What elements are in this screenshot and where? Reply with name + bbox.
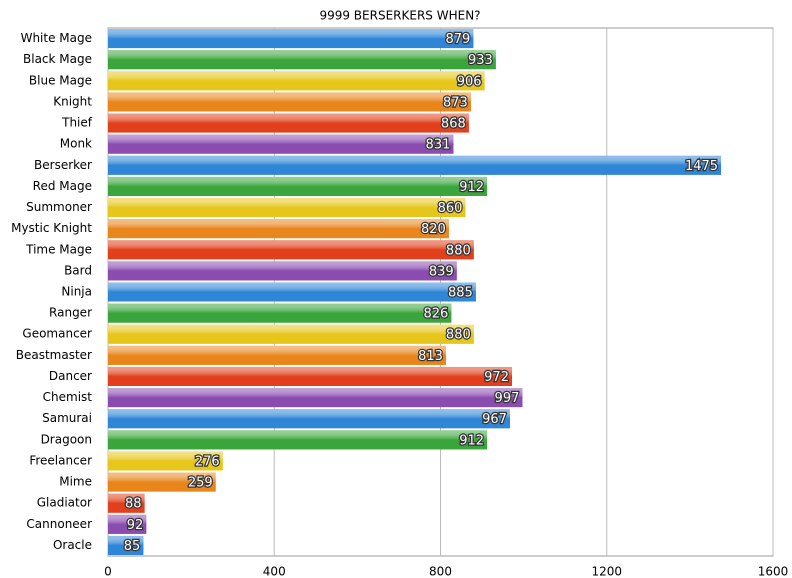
- value-label: 879: [446, 32, 471, 47]
- value-label: 997: [495, 391, 520, 406]
- value-label: 967: [482, 412, 507, 427]
- chart-title: 9999 BERSERKERS WHEN?: [319, 9, 480, 23]
- value-label: 912: [459, 433, 484, 448]
- value-label: 873: [443, 95, 468, 110]
- x-tick-label: 400: [263, 565, 286, 578]
- bar: [108, 50, 496, 69]
- bar: [108, 367, 512, 386]
- value-label: 972: [484, 370, 509, 385]
- x-tick-label: 0: [104, 565, 112, 578]
- value-label: 85: [124, 539, 141, 554]
- value-label: 813: [418, 349, 443, 364]
- bar: [108, 156, 721, 175]
- value-label: 92: [127, 518, 144, 533]
- value-label: 912: [459, 180, 484, 195]
- value-label: 906: [457, 74, 482, 89]
- y-tick-label: Beastmaster: [16, 348, 92, 362]
- value-label: 933: [468, 53, 493, 68]
- value-label: 860: [438, 201, 463, 216]
- value-label: 820: [421, 222, 446, 237]
- y-tick-label: Black Mage: [23, 52, 92, 66]
- value-label: 826: [423, 307, 448, 322]
- value-label: 831: [426, 138, 451, 153]
- x-tick-label: 1600: [758, 565, 789, 578]
- y-tick-label: Monk: [60, 137, 92, 151]
- y-tick-label: Freelancer: [29, 453, 92, 467]
- bar: [108, 346, 446, 365]
- x-tick-label: 800: [429, 565, 452, 578]
- y-tick-label: Oracle: [53, 538, 92, 552]
- page: 9999 BERSERKERS WHEN? 0 400 800 1200 1600 Whi…: [0, 0, 792, 578]
- y-tick-label: Chemist: [43, 390, 93, 404]
- value-label: 868: [441, 117, 466, 132]
- bar: [108, 282, 476, 301]
- bar: [108, 92, 471, 111]
- bar: [108, 29, 473, 48]
- y-tick-label: Mystic Knight: [11, 221, 92, 235]
- y-tick-label: Summoner: [26, 200, 92, 214]
- y-tick-label: Knight: [53, 94, 92, 108]
- y-tick-label: Ninja: [61, 285, 92, 299]
- y-tick-label: Dancer: [49, 369, 92, 383]
- bar: [108, 388, 522, 407]
- y-tick-label: Samurai: [42, 411, 92, 425]
- value-label: 259: [188, 476, 213, 491]
- value-label: 1475: [685, 159, 718, 174]
- bar: [108, 177, 487, 196]
- value-label: 88: [125, 497, 142, 512]
- bar: [108, 409, 510, 428]
- y-tick-label: Red Mage: [33, 179, 92, 193]
- y-tick-label: Mime: [59, 475, 92, 489]
- value-label: 276: [195, 454, 220, 469]
- bar: [108, 430, 487, 449]
- y-tick-label: White Mage: [21, 31, 92, 45]
- bar: [108, 135, 453, 154]
- value-label: 880: [446, 243, 471, 258]
- bar: [108, 325, 474, 344]
- y-tick-label: Time Mage: [25, 242, 92, 256]
- bar: [108, 198, 465, 217]
- y-tick-label: Cannoneer: [26, 517, 92, 531]
- value-label: 885: [448, 286, 473, 301]
- y-tick-label: Thief: [61, 116, 93, 130]
- bar: [108, 219, 449, 238]
- value-label: 839: [429, 264, 454, 279]
- y-tick-label: Blue Mage: [29, 73, 92, 87]
- bar: [108, 114, 469, 133]
- y-tick-label: Gladiator: [37, 496, 92, 510]
- value-label: 880: [446, 328, 471, 343]
- chart: 9999 BERSERKERS WHEN? 0 400 800 1200 1600 Whi…: [0, 0, 792, 578]
- y-tick-label: Geomancer: [22, 327, 92, 341]
- y-tick-label: Bard: [64, 263, 92, 277]
- bar: [108, 261, 457, 280]
- bar: [108, 240, 474, 259]
- y-tick-label: Ranger: [49, 306, 92, 320]
- bar: [108, 304, 451, 323]
- bar: [108, 71, 485, 90]
- y-tick-label: Dragoon: [41, 432, 92, 446]
- y-tick-label: Berserker: [34, 158, 92, 172]
- x-tick-label: 1200: [591, 565, 622, 578]
